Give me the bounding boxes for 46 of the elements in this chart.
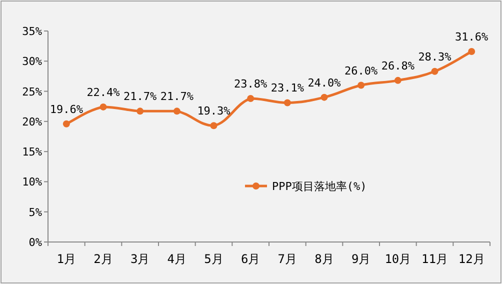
y-tick-label: 30% <box>22 55 42 68</box>
data-label: 21.7% <box>160 90 194 104</box>
x-tick-label: 5月 <box>204 252 224 266</box>
x-tick-label: 10月 <box>384 252 412 266</box>
point <box>358 82 365 89</box>
data-label: 31.6% <box>455 30 489 44</box>
data-label: 24.0% <box>308 76 342 90</box>
data-label: 19.3% <box>197 104 231 118</box>
x-tick-label: 11月 <box>422 252 448 266</box>
point <box>173 108 180 115</box>
legend-label: PPP项目落地率(%) <box>272 180 367 193</box>
x-tick-label: 2月 <box>94 252 113 266</box>
data-label: 19.6% <box>50 102 84 116</box>
y-tick-label: 20% <box>22 115 42 128</box>
data-label: 23.8% <box>234 78 268 91</box>
x-tick-label: 8月 <box>314 252 334 266</box>
data-label: 26.0% <box>344 64 378 78</box>
y-tick-label: 5% <box>28 206 42 219</box>
point <box>320 94 328 101</box>
x-tick-label: 6月 <box>240 252 260 266</box>
y-tick-label: 10% <box>22 176 42 189</box>
data-label: 23.1% <box>270 82 304 95</box>
data-label: 26.8% <box>381 59 415 72</box>
x-tick-label: 4月 <box>167 252 187 266</box>
y-tick-label: 15% <box>22 146 42 159</box>
point <box>247 95 254 102</box>
y-tick-label: 0% <box>28 236 42 249</box>
x-tick-label: 7月 <box>278 252 298 266</box>
y-tick-label: 25% <box>22 85 42 98</box>
point <box>210 122 218 130</box>
point <box>431 68 438 75</box>
legend: PPP项目落地率(%) <box>245 180 367 193</box>
data-label: 28.3% <box>418 50 452 64</box>
x-tick-label: 1月 <box>56 252 76 266</box>
data-label: 22.4% <box>86 86 120 99</box>
point <box>100 103 107 110</box>
point <box>394 76 402 84</box>
point <box>468 48 476 55</box>
point <box>136 108 144 115</box>
x-tick-label: 3月 <box>130 252 150 266</box>
point <box>62 120 70 128</box>
point <box>284 99 291 106</box>
x-tick-label: 9月 <box>351 252 371 266</box>
x-tick-label: 12月 <box>458 252 485 266</box>
y-tick-label: 35% <box>22 25 42 38</box>
data-label: 21.7% <box>124 90 158 104</box>
